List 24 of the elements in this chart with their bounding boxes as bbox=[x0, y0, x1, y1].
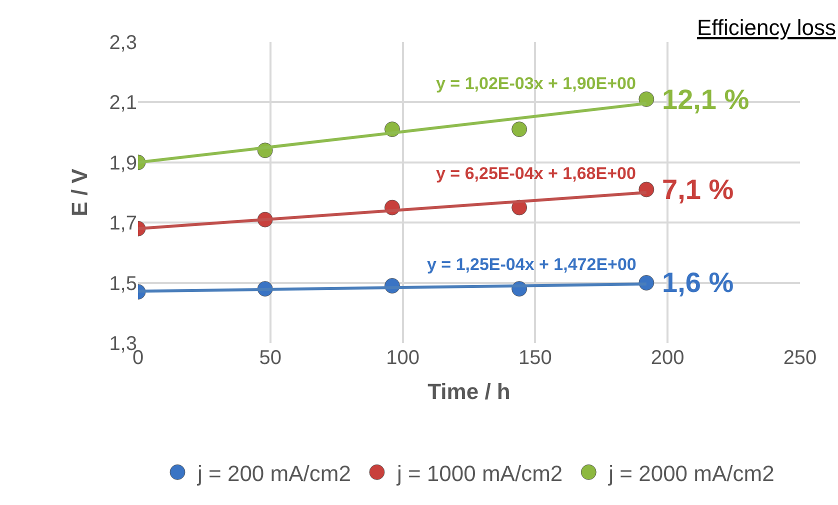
legend-label: j = 200 mA/cm2 bbox=[196, 460, 351, 486]
y-tick-label: 1,5 bbox=[109, 272, 137, 295]
annotation: 1,6 % bbox=[662, 267, 734, 298]
x-tick-label: 250 bbox=[783, 347, 817, 369]
y-tick-label: 1,7 bbox=[109, 212, 137, 235]
text: Efficiency loss bbox=[697, 15, 836, 40]
annotation: 12,1 % bbox=[662, 84, 750, 115]
annotation: 7,1 % bbox=[662, 174, 734, 205]
x-tick-label: 100 bbox=[386, 347, 420, 369]
y-tick-label: 2,1 bbox=[109, 92, 137, 114]
legend-label: j = 1000 mA/cm2 bbox=[396, 460, 563, 486]
point bbox=[638, 91, 654, 107]
annotation: y = 6,25E-04x + 1,68E+00 bbox=[436, 164, 636, 183]
x-tick-label: 50 bbox=[259, 347, 282, 369]
point bbox=[512, 122, 528, 138]
x-tick-label: 200 bbox=[650, 347, 684, 369]
y-axis-title: E / V bbox=[66, 168, 92, 216]
legend-label: j = 2000 mA/cm2 bbox=[608, 460, 774, 486]
annotation: y = 1,25E-04x + 1,472E+00 bbox=[427, 255, 636, 274]
y-tick-label: 1,9 bbox=[109, 152, 137, 174]
y-tick-label: 2,3 bbox=[109, 32, 137, 54]
annotation: y = 1,02E-03x + 1,90E+00 bbox=[436, 74, 636, 93]
x-tick-label: 150 bbox=[518, 347, 552, 369]
x-axis-title: Time / h bbox=[428, 378, 510, 404]
